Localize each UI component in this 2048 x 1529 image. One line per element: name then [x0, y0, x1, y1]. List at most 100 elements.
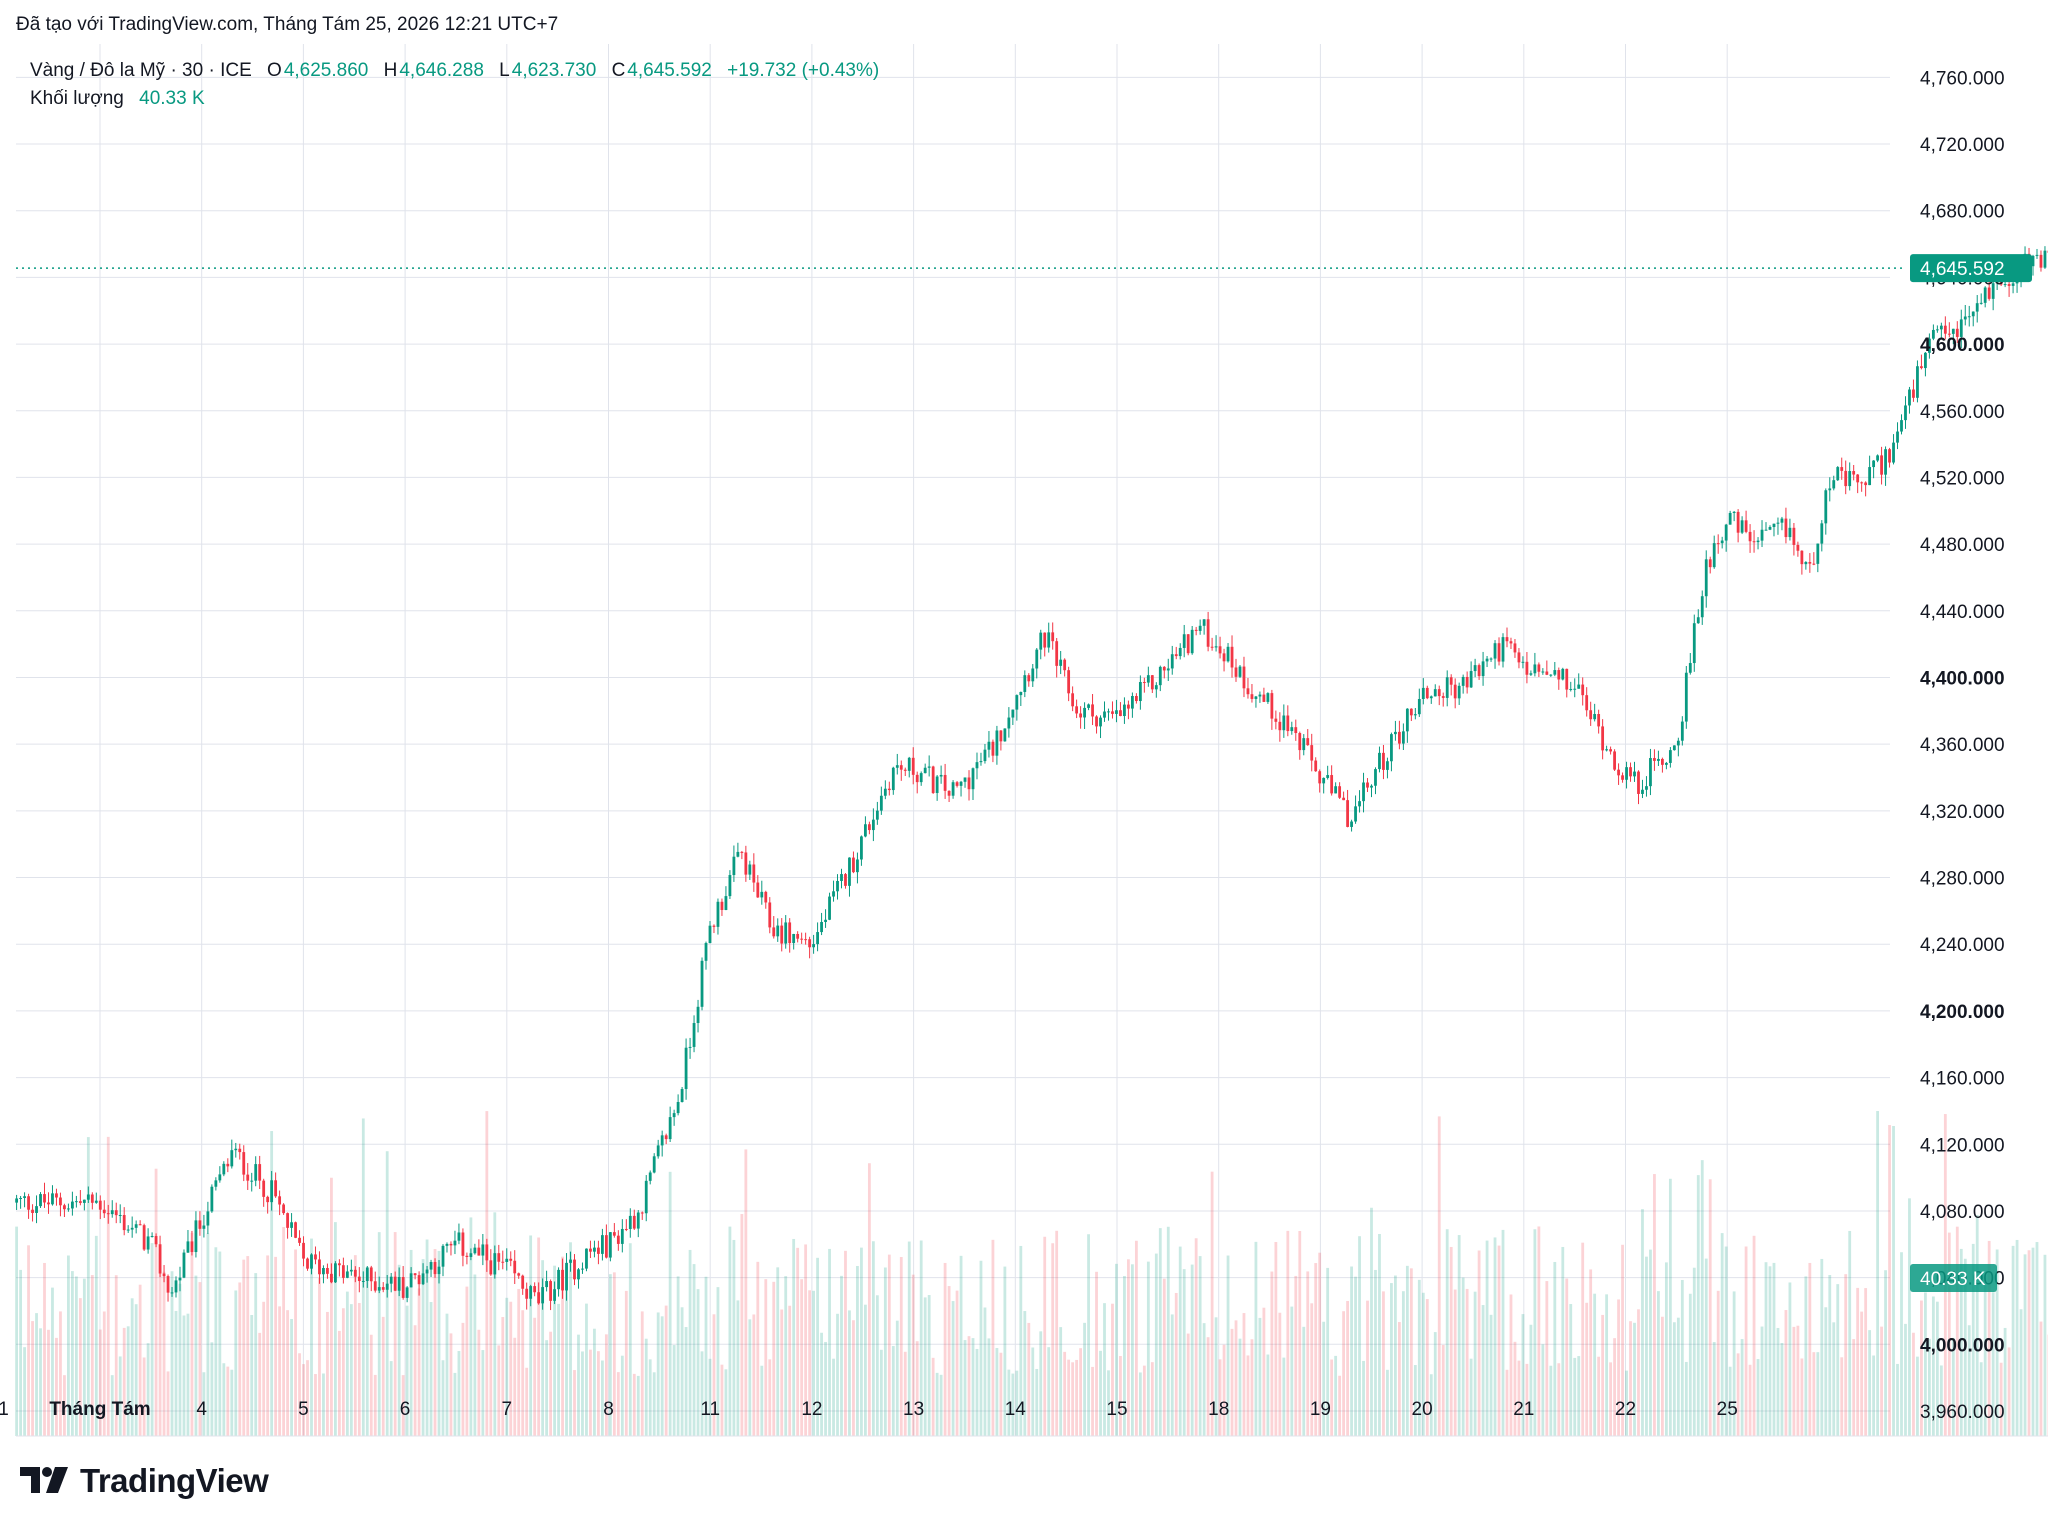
volume-bar — [126, 1326, 130, 1436]
candle-body — [210, 1186, 214, 1212]
candle-body — [1190, 629, 1194, 654]
candle-body — [130, 1227, 134, 1230]
volume-bar — [1449, 1246, 1453, 1436]
candle-body — [501, 1261, 505, 1263]
time-axis[interactable]: 31 Tháng Tám 4 5 6 7 8 11 12 13 14 15 18 19 20 21 22 25 — [0, 1399, 1738, 1420]
candle-body — [178, 1277, 182, 1281]
candle-body — [409, 1273, 413, 1288]
volume-bar — [848, 1310, 851, 1436]
volume-bar — [632, 1373, 636, 1436]
volume-bar — [1067, 1359, 1071, 1436]
volume-bar — [529, 1235, 533, 1436]
volume-bar — [664, 1305, 668, 1436]
candle-body — [915, 774, 919, 783]
candle-body — [664, 1135, 668, 1140]
candle-body — [238, 1148, 242, 1153]
candle-body — [1971, 311, 1975, 317]
volume-bar — [51, 1287, 54, 1436]
volume-bar — [860, 1247, 863, 1436]
candle-body — [1222, 653, 1226, 662]
candle-body — [1461, 676, 1465, 686]
volume-bar — [871, 1241, 875, 1436]
volume-bar — [676, 1276, 680, 1436]
candle-body — [1170, 654, 1174, 669]
candle-body — [1433, 689, 1437, 697]
volume-bar — [405, 1305, 409, 1436]
candle-body — [1724, 524, 1728, 541]
volume-bar — [1043, 1236, 1047, 1436]
volume-bar — [1226, 1255, 1230, 1436]
price-axis[interactable]: 3,960.0004,000.0004,040.0004,080.0004,12… — [1910, 68, 2032, 1423]
candle-body — [1453, 684, 1457, 699]
candle-body — [122, 1215, 126, 1231]
volume-bar — [1752, 1235, 1756, 1436]
candle-body — [1649, 758, 1652, 787]
volume-bar — [660, 1316, 664, 1436]
candle-body — [174, 1280, 178, 1293]
volume-bar — [951, 1301, 955, 1436]
candlesticks[interactable] — [15, 177, 2048, 1311]
high-value: 4,646.288 — [399, 60, 484, 81]
candle-body — [465, 1255, 469, 1257]
candle-body — [1908, 389, 1911, 406]
candle-body — [341, 1265, 345, 1278]
candle-body — [1537, 664, 1541, 672]
candle-body — [1390, 734, 1393, 762]
volume-label[interactable]: Khối lượng — [30, 88, 124, 109]
volume-bar — [485, 1111, 489, 1436]
candle-body — [756, 882, 760, 898]
candle-body — [581, 1268, 584, 1270]
volume-bar — [1302, 1326, 1306, 1436]
candle-body — [696, 1006, 700, 1024]
candle-body — [999, 730, 1003, 742]
candle-body — [1880, 455, 1883, 475]
candle-body — [1808, 562, 1812, 564]
candle-body — [808, 939, 812, 948]
volume-bar — [1963, 1258, 1967, 1436]
candle-body — [987, 741, 991, 750]
candle-body — [1154, 685, 1158, 690]
candle-body — [1668, 750, 1672, 763]
candle-body — [1772, 523, 1776, 528]
volume-bar — [1202, 1323, 1206, 1436]
volume-bar — [2039, 1321, 2043, 1436]
volume-bar — [429, 1302, 433, 1436]
candle-body — [1417, 699, 1421, 715]
volume-bar — [720, 1364, 724, 1436]
volume-bar — [1541, 1344, 1545, 1436]
candle-body — [867, 824, 871, 831]
candle-body — [688, 1046, 692, 1048]
candle-body — [1310, 745, 1314, 761]
volume-bar — [1003, 1266, 1007, 1436]
volume-bar — [357, 1302, 361, 1436]
tradingview-logo[interactable]: TradingView — [20, 1462, 269, 1500]
candle-body — [1063, 659, 1067, 671]
symbol-label[interactable]: Vàng / Đô la Mỹ · 30 · ICE — [30, 60, 252, 81]
volume-bar — [1095, 1271, 1098, 1436]
candle-body — [812, 944, 816, 948]
candle-body — [457, 1232, 461, 1241]
volume-bar — [947, 1286, 951, 1436]
volume-bar — [1939, 1365, 1943, 1436]
volume-bar — [788, 1305, 792, 1436]
volume-bar — [1792, 1326, 1796, 1436]
volume-bar — [1676, 1317, 1680, 1436]
volume-bar — [1983, 1285, 1987, 1436]
volume-bar — [692, 1264, 696, 1436]
close-value: 4,645.592 — [627, 60, 712, 81]
candle-body — [919, 773, 923, 783]
volume-bar — [162, 1271, 166, 1436]
volume-bar — [1617, 1299, 1620, 1436]
volume-bar — [1250, 1339, 1254, 1436]
candle-body — [1382, 752, 1385, 770]
volume-bar — [1820, 1258, 1824, 1436]
volume-bar — [19, 1269, 22, 1436]
volume-bar — [1772, 1262, 1776, 1436]
candle-body — [1075, 706, 1079, 714]
volume-bar — [1696, 1175, 1700, 1436]
candle-body — [1541, 671, 1545, 673]
candle-body — [907, 757, 911, 771]
volume-bar — [270, 1131, 274, 1436]
volume-bar — [15, 1226, 19, 1436]
